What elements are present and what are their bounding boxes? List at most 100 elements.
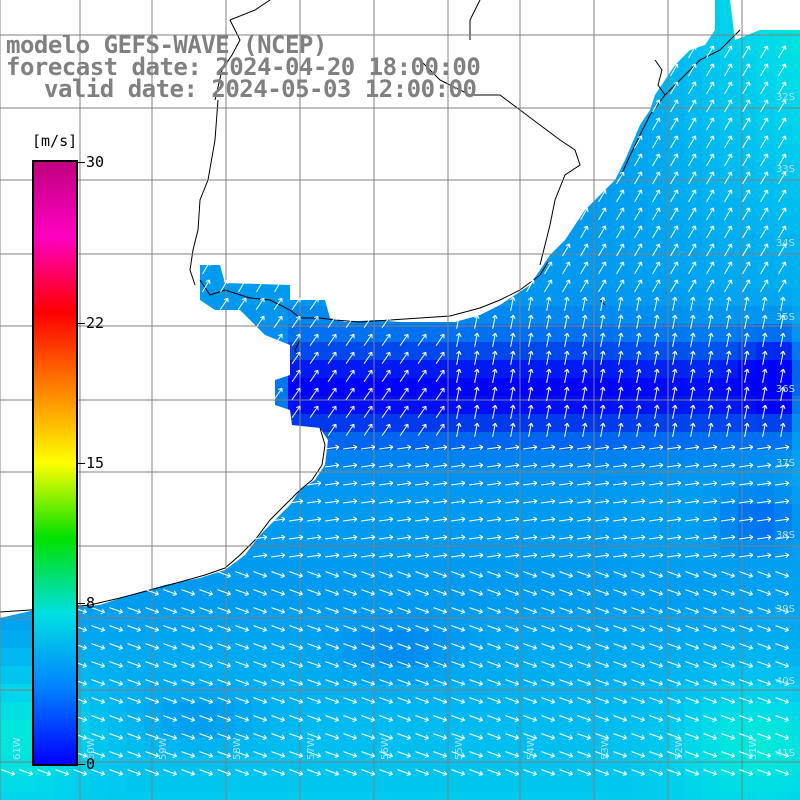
- wind-arrow: [667, 625, 681, 632]
- wind-arrow: [564, 314, 570, 329]
- wind-arrow: [724, 225, 733, 239]
- wind-arrow: [528, 296, 534, 311]
- wind-arrow: [780, 314, 786, 329]
- wind-arrow: [343, 661, 357, 668]
- wind-arrow: [127, 751, 141, 758]
- wind-arrow: [435, 351, 445, 365]
- wind-arrow: [487, 697, 501, 704]
- wind-arrow: [618, 386, 624, 401]
- wind-arrow: [415, 661, 429, 668]
- wind-arrow: [688, 99, 697, 113]
- wind-arrow: [381, 387, 391, 401]
- wind-arrow: [505, 769, 519, 776]
- wind-arrow: [181, 607, 195, 614]
- wind-arrow: [649, 480, 664, 487]
- wind-arrow: [397, 769, 411, 776]
- wind-arrow: [145, 679, 159, 686]
- wind-arrow: [757, 462, 772, 469]
- wind-arrow: [690, 386, 696, 401]
- wind-arrow: [163, 643, 177, 650]
- wind-arrow: [127, 661, 141, 668]
- wind-arrow: [775, 589, 789, 596]
- wind-arrow: [474, 350, 480, 365]
- wind-arrow: [451, 715, 465, 722]
- wind-arrow: [487, 552, 502, 559]
- wind-arrow: [163, 715, 177, 722]
- wind-arrow: [649, 769, 663, 776]
- wind-arrow: [577, 462, 592, 469]
- wind-arrow: [739, 462, 754, 469]
- wind-arrow: [145, 589, 159, 596]
- wind-arrow: [744, 350, 750, 365]
- lat-label: 40S: [776, 676, 795, 687]
- wind-arrow: [415, 607, 429, 614]
- wind-arrow: [379, 444, 394, 451]
- wind-arrow: [235, 751, 249, 758]
- wind-arrow: [706, 99, 715, 113]
- wind-arrow: [634, 261, 643, 275]
- wind-arrow: [778, 171, 787, 185]
- wind-arrow: [456, 386, 462, 401]
- wind-arrow: [327, 315, 337, 329]
- wind-arrow: [706, 153, 715, 167]
- wind-arrow: [667, 661, 681, 668]
- wind-arrow: [253, 571, 267, 578]
- wind-arrow: [451, 643, 465, 650]
- wind-arrow: [618, 332, 624, 347]
- wind-arrow: [510, 368, 516, 383]
- wind-arrow: [217, 733, 231, 740]
- wind-arrow: [487, 516, 502, 523]
- wind-arrow: [667, 589, 681, 596]
- wind-arrow: [238, 279, 247, 293]
- wind-arrow: [649, 571, 663, 578]
- wind-arrow: [505, 552, 520, 559]
- wind-arrow: [760, 171, 769, 185]
- wind-arrow: [685, 733, 699, 740]
- wind-arrow: [577, 589, 591, 596]
- wind-arrow: [760, 243, 769, 257]
- wind-arrow: [724, 243, 733, 257]
- wind-arrow: [469, 607, 483, 614]
- wind-arrow: [652, 261, 661, 275]
- wind-arrow: [127, 607, 141, 614]
- wind-arrow: [706, 279, 715, 293]
- wind-arrow: [217, 643, 231, 650]
- wind-arrow: [613, 607, 627, 614]
- wind-arrow: [397, 643, 411, 650]
- wind-arrow: [703, 697, 717, 704]
- wind-arrow: [595, 625, 609, 632]
- wind-arrow: [685, 607, 699, 614]
- wind-arrow: [742, 117, 751, 131]
- wind-arrow: [415, 751, 429, 758]
- wind-arrow: [670, 243, 679, 257]
- wind-arrow: [685, 480, 700, 487]
- wind-arrow: [219, 297, 229, 311]
- wind-arrow: [564, 404, 570, 419]
- wind-arrow: [433, 661, 447, 668]
- wind-arrow: [469, 697, 483, 704]
- wind-arrow: [762, 296, 768, 311]
- lon-label: 60W: [86, 737, 97, 760]
- wind-arrow: [510, 296, 516, 311]
- land-mask: [0, 0, 800, 618]
- wind-arrow: [559, 498, 574, 505]
- wind-arrow: [618, 314, 624, 329]
- wind-arrow: [343, 498, 358, 505]
- wind-arrow: [235, 625, 249, 632]
- wind-arrow: [649, 589, 663, 596]
- wind-arrow: [778, 225, 787, 239]
- wind-arrow: [670, 261, 679, 275]
- wind-arrow: [739, 607, 753, 614]
- wind-arrow: [595, 552, 610, 559]
- wind-arrow: [456, 404, 462, 419]
- wind-arrow: [145, 697, 159, 704]
- wind-arrow: [325, 480, 340, 487]
- wind-arrow: [667, 769, 681, 776]
- wind-arrow: [775, 697, 789, 704]
- wind-arrow: [667, 444, 682, 451]
- wind-arrow: [739, 715, 753, 722]
- wind-arrow: [600, 386, 606, 401]
- wind-arrow: [582, 350, 588, 365]
- wind-arrow: [415, 480, 430, 487]
- wind-arrow: [307, 715, 321, 722]
